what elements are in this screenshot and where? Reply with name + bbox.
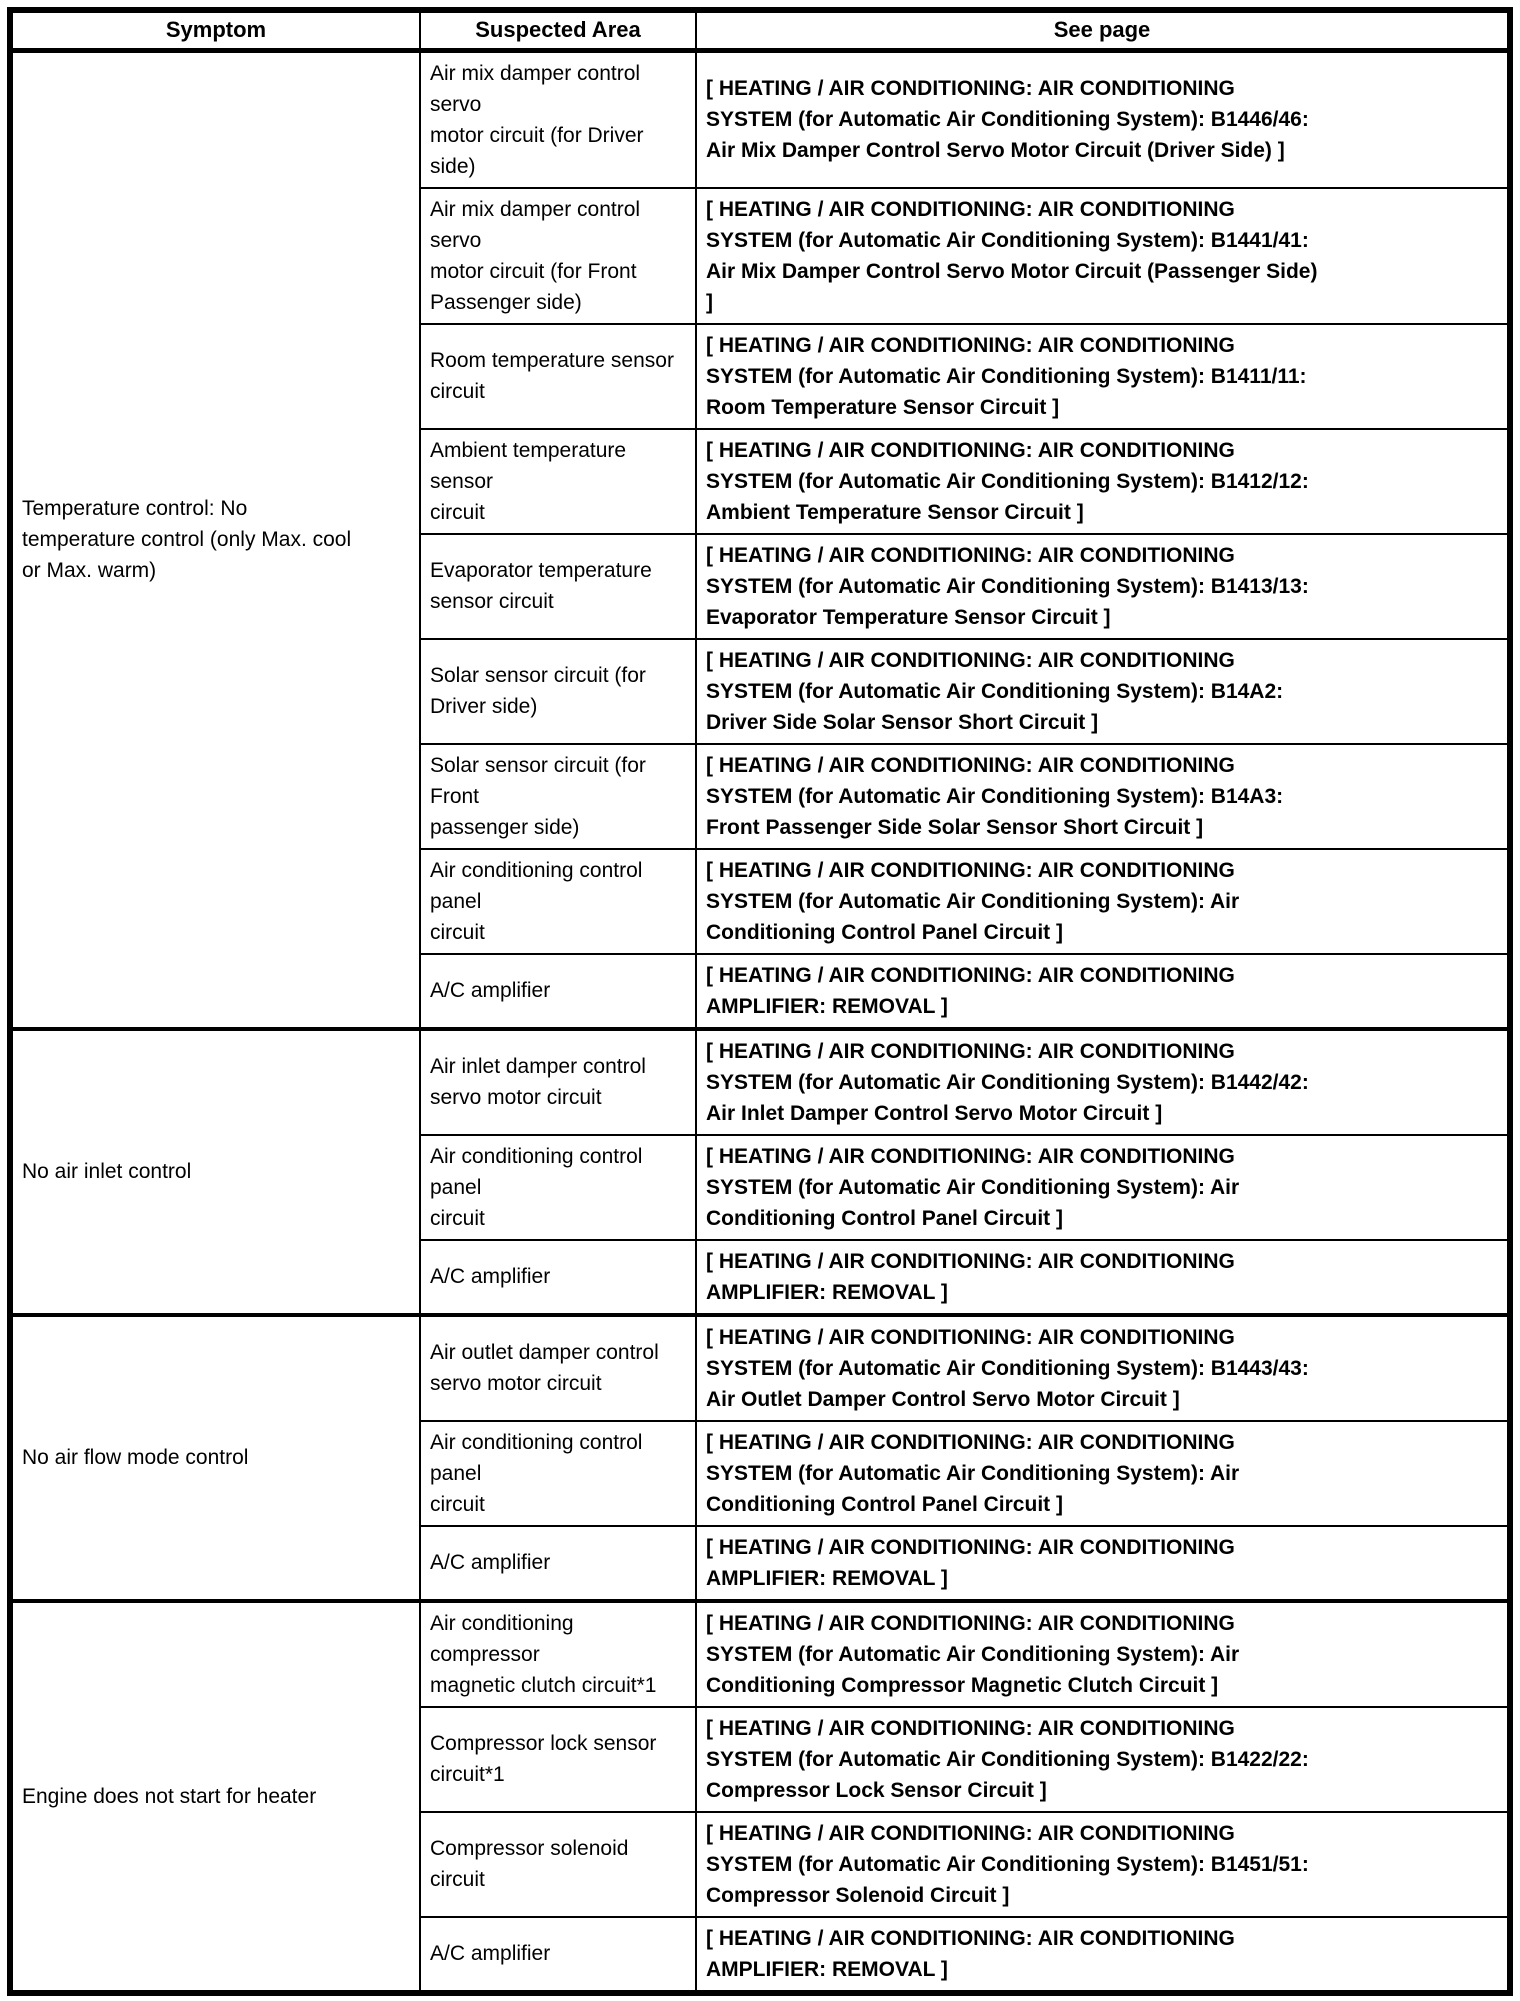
see-page-reference[interactable]: [ HEATING / AIR CONDITIONING: AIR CONDIT… [695,1524,1511,1602]
table-row: Room temperature sensor circuit [ HEATIN… [10,322,1511,430]
table-row: Air mix damper control servo motor circu… [10,186,1511,325]
symptom-cell-temperature-control: Temperature control: No temperature cont… [9,48,421,1030]
suspected-area-cell: A/C amplifier [419,1238,697,1316]
see-page-reference[interactable]: [ HEATING / AIR CONDITIONING: AIR CONDIT… [695,637,1511,745]
table-row: Temperature control: No temperature cont… [9,48,1511,1030]
symptom-cell-no-air-flow-mode-control: No air flow mode control [9,1312,421,1602]
suspected-area-cell: Air inlet damper control servo motor cir… [419,1026,697,1136]
see-page-reference[interactable]: [ HEATING / AIR CONDITIONING: AIR CONDIT… [695,1810,1511,1918]
see-page-reference[interactable]: [ HEATING / AIR CONDITIONING: AIR CONDIT… [695,847,1511,955]
suspected-area-cell: Air conditioning control panel circuit [419,1133,697,1241]
suspected-area-cell: A/C amplifier [419,952,697,1030]
suspected-area-cell: A/C amplifier [419,1524,697,1602]
table-row: Ambient temperature sensor circuit [ HEA… [10,427,1511,535]
table-row: No air inlet control Air inlet damper co… [9,1026,1511,1316]
suspected-area-cell: Air mix damper control servo motor circu… [419,186,697,325]
see-page-reference[interactable]: [ HEATING / AIR CONDITIONING: AIR CONDIT… [695,186,1511,325]
column-header-suspected-area: Suspected Area [419,9,697,53]
table-row: Solar sensor circuit (for Driver side) [… [10,637,1511,745]
suspected-area-cell: Air conditioning control panel circuit [419,847,697,955]
see-page-reference[interactable]: [ HEATING / AIR CONDITIONING: AIR CONDIT… [695,1312,1511,1422]
header-row: Symptom Suspected Area See page [9,9,1511,53]
symptom-cell-no-air-inlet-control: No air inlet control [9,1026,421,1316]
suspected-area-cell: Solar sensor circuit (for Driver side) [419,637,697,745]
table-row: Engine does not start for heater Air con… [9,1598,1511,1994]
table-row: A/C amplifier [ HEATING / AIR CONDITIONI… [10,1238,1511,1316]
see-page-reference[interactable]: [ HEATING / AIR CONDITIONING: AIR CONDIT… [695,427,1511,535]
suspected-area-cell: Air mix damper control servo motor circu… [419,48,697,189]
see-page-reference[interactable]: [ HEATING / AIR CONDITIONING: AIR CONDIT… [695,48,1511,189]
see-page-reference[interactable]: [ HEATING / AIR CONDITIONING: AIR CONDIT… [695,952,1511,1030]
suspected-area-cell: Air outlet damper control servo motor ci… [419,1312,697,1422]
symptom-cell-engine-does-not-start-for-heater: Engine does not start for heater [9,1598,421,1994]
see-page-reference[interactable]: [ HEATING / AIR CONDITIONING: AIR CONDIT… [695,1133,1511,1241]
suspected-area-cell: Air conditioning compressor magnetic clu… [419,1598,697,1708]
column-header-symptom: Symptom [9,9,421,53]
see-page-reference[interactable]: [ HEATING / AIR CONDITIONING: AIR CONDIT… [695,742,1511,850]
see-page-reference[interactable]: [ HEATING / AIR CONDITIONING: AIR CONDIT… [695,1705,1511,1813]
suspected-area-cell: Ambient temperature sensor circuit [419,427,697,535]
table-row: Compressor solenoid circuit [ HEATING / … [10,1810,1511,1918]
column-header-see-page: See page [695,9,1511,53]
see-page-reference[interactable]: [ HEATING / AIR CONDITIONING: AIR CONDIT… [695,1026,1511,1136]
suspected-area-cell: Air conditioning control panel circuit [419,1419,697,1527]
suspected-area-cell: Compressor lock sensor circuit*1 [419,1705,697,1813]
see-page-reference[interactable]: [ HEATING / AIR CONDITIONING: AIR CONDIT… [695,1419,1511,1527]
suspected-area-cell: Compressor solenoid circuit [419,1810,697,1918]
suspected-area-cell: Evaporator temperature sensor circuit [419,532,697,640]
see-page-reference[interactable]: [ HEATING / AIR CONDITIONING: AIR CONDIT… [695,1915,1511,1994]
table-row: A/C amplifier [ HEATING / AIR CONDITIONI… [10,952,1511,1030]
see-page-reference[interactable]: [ HEATING / AIR CONDITIONING: AIR CONDIT… [695,1238,1511,1316]
table-row: A/C amplifier [ HEATING / AIR CONDITIONI… [10,1524,1511,1602]
suspected-area-cell: Room temperature sensor circuit [419,322,697,430]
table-row: Air conditioning control panel circuit [… [10,847,1511,955]
suspected-area-cell: A/C amplifier [419,1915,697,1994]
table-row: No air flow mode control Air outlet damp… [9,1312,1511,1602]
symptom-diagnosis-table: Symptom Suspected Area See page Temperat… [7,7,1513,1996]
table-row: Air conditioning control panel circuit [… [10,1419,1511,1527]
suspected-area-cell: Solar sensor circuit (for Front passenge… [419,742,697,850]
table-row: Air conditioning control panel circuit [… [10,1133,1511,1241]
see-page-reference[interactable]: [ HEATING / AIR CONDITIONING: AIR CONDIT… [695,532,1511,640]
table-row: Compressor lock sensor circuit*1 [ HEATI… [10,1705,1511,1813]
see-page-reference[interactable]: [ HEATING / AIR CONDITIONING: AIR CONDIT… [695,1598,1511,1708]
table-row: Solar sensor circuit (for Front passenge… [10,742,1511,850]
see-page-reference[interactable]: [ HEATING / AIR CONDITIONING: AIR CONDIT… [695,322,1511,430]
table-row: Evaporator temperature sensor circuit [ … [10,532,1511,640]
